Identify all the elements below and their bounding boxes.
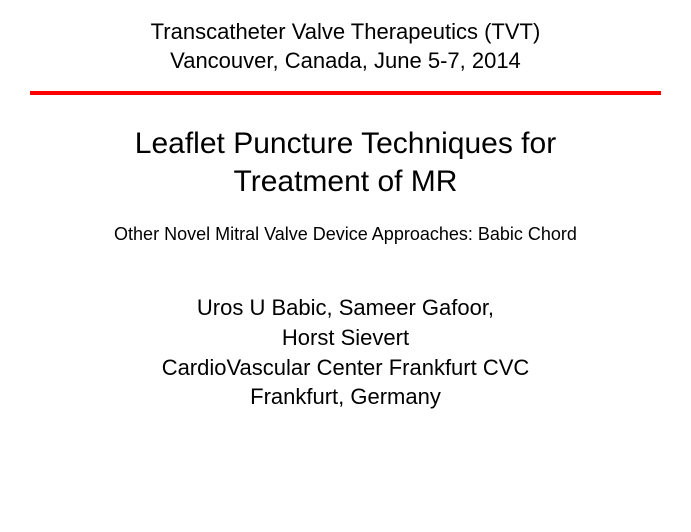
slide-title: Leaflet Puncture Techniques for Treatmen… xyxy=(135,125,556,200)
presentation-slide: Transcatheter Valve Therapeutics (TVT) V… xyxy=(0,0,691,532)
red-divider xyxy=(30,91,661,95)
slide-subtitle: Other Novel Mitral Valve Device Approach… xyxy=(114,224,577,245)
conference-location-date: Vancouver, Canada, June 5-7, 2014 xyxy=(151,47,541,76)
title-line-1: Leaflet Puncture Techniques for xyxy=(135,125,556,163)
conference-name: Transcatheter Valve Therapeutics (TVT) xyxy=(151,18,541,47)
authors-line-1: Uros U Babic, Sameer Gafoor, xyxy=(162,293,530,323)
affiliation-line-1: CardioVascular Center Frankfurt CVC xyxy=(162,353,530,383)
title-line-2: Treatment of MR xyxy=(135,163,556,201)
authors-line-2: Horst Sievert xyxy=(162,323,530,353)
authors-block: Uros U Babic, Sameer Gafoor, Horst Sieve… xyxy=(162,293,530,412)
affiliation-line-2: Frankfurt, Germany xyxy=(162,382,530,412)
conference-header: Transcatheter Valve Therapeutics (TVT) V… xyxy=(151,18,541,75)
